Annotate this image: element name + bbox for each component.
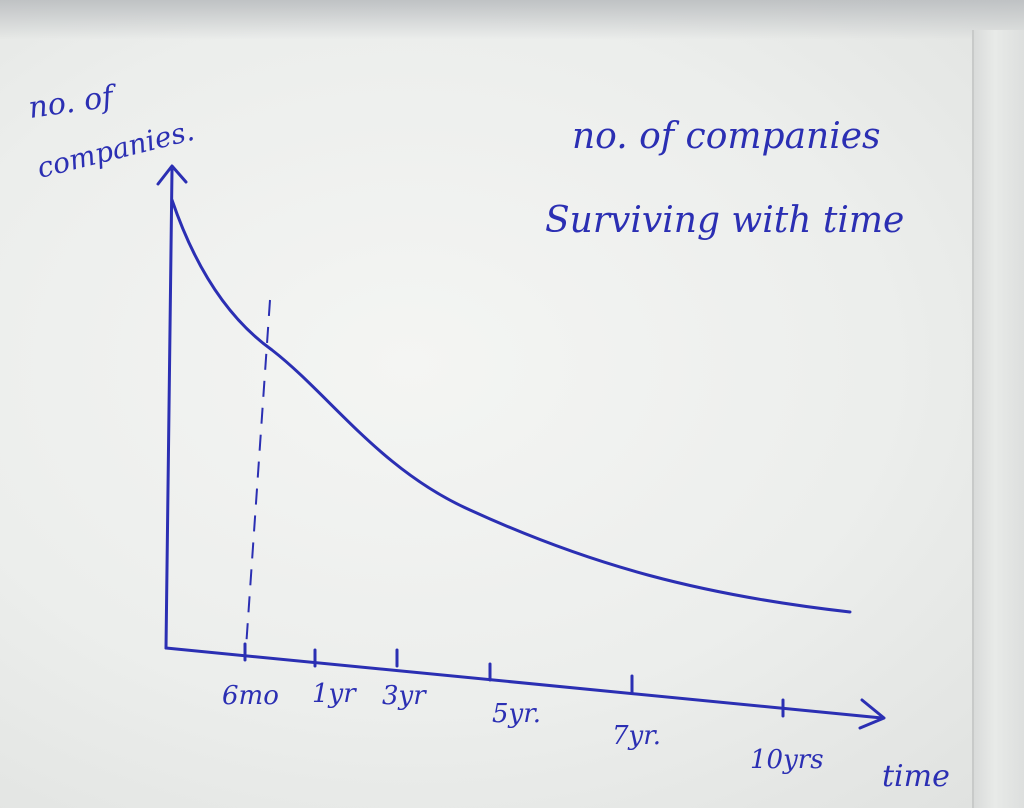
y-axis-arrowhead [156,164,188,186]
x-axis-line [164,646,884,720]
page-shadow [0,0,1024,40]
series-line-survival-curve [170,198,852,614]
x-axis-label: time [882,759,950,794]
six-month-marker-line [245,299,271,649]
facing-page-edge [972,30,1024,808]
chart-title-line2: Surviving with time [545,200,904,241]
y-axis-label-line1: no. of [26,79,120,126]
tick-label-5yr: 5yr. [492,699,541,729]
tick-label-1yr: 1yr [312,679,357,709]
tick-label-3yr: 3yr [382,681,427,711]
x-axis-arrowhead [858,698,886,730]
x-axis-ticks [243,642,785,718]
tick-label-7yr: 7yr. [612,721,661,751]
tick-label-10yrs: 10yrs [750,745,824,775]
chart-title-line1: no. of companies [572,116,881,157]
y-axis-line [164,168,174,650]
tick-label-6mo: 6mo [222,681,279,711]
